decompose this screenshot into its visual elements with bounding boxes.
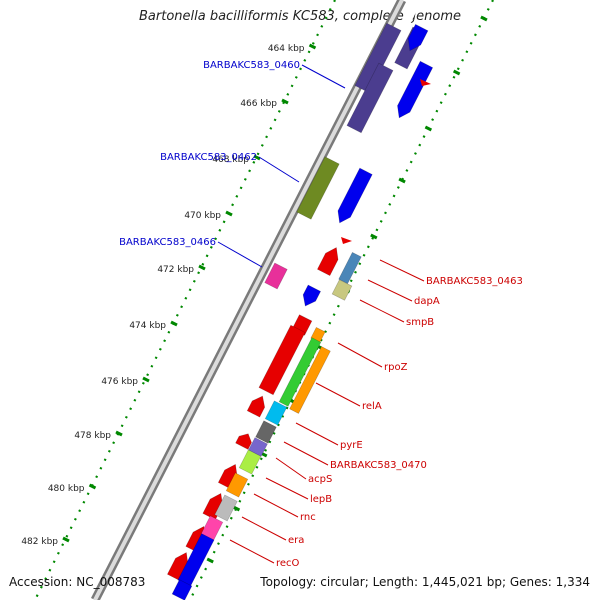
gene-label-right: BARBAKC583_0470 [330,460,427,471]
kbp-tick [115,430,123,437]
kbp-tick-label: 482 kbp [21,537,58,547]
gene-label-left: BARBAKC583_0460 [203,60,300,71]
kbp-tick-label: 476 kbp [101,377,138,387]
kbp-tick-label: 480 kbp [48,484,85,494]
genes-label: Genes: [509,575,552,589]
kbp-tick-outer [398,177,406,184]
kbp-tick-label: 466 kbp [240,99,277,109]
accession-value: NC_008783 [76,575,146,589]
gene-feature [331,279,353,301]
gene-feature [264,400,288,426]
kbp-tick-outer [206,557,214,564]
kbp-tick-label: 468 kbp [212,155,249,165]
gene-label-right: smpB [406,317,434,328]
kbp-tick-label: 464 kbp [268,44,305,54]
kbp-tick-outer [424,125,433,132]
topology-value: circular [320,575,365,589]
gene-feature [258,324,306,396]
accession: Accession: NC_008783 [9,575,145,589]
kbp-tick [170,320,178,327]
gene-feature [302,284,321,307]
gene-features [166,22,434,600]
gene-feature [248,437,268,457]
label-leader [217,241,263,268]
strand-marker [341,237,352,244]
gene-feature [214,494,238,522]
genome-summary: Topology: circular; Length: 1,445,021 bp… [260,575,590,589]
label-leaders [217,64,425,564]
gene-feature [246,395,266,418]
gene-label-right: rpoZ [384,362,408,373]
gene-feature [337,167,373,224]
label-leader [265,477,309,500]
gene-labels: BARBAKC583_0460 BARBAKC583_0462 BARBAKC583… [119,60,523,569]
topology-label: Topology: [260,575,317,589]
genes-value: 1,334 [555,575,590,589]
dotted-guide-line [189,0,494,600]
kbp-tick [308,43,317,50]
gene-label-left: BARBAKC583_0466 [119,237,216,248]
label-leader [229,539,275,564]
length-value: 1,445,021 bp [421,575,502,589]
label-leader [283,441,329,466]
gene-feature [171,579,193,600]
accession-label: Accession: [9,575,73,589]
label-leader [258,156,300,183]
gene-feature [264,262,288,290]
kbp-tick-label: 472 kbp [157,265,194,275]
strand-marker [420,79,431,86]
label-leader [241,516,287,541]
gene-feature [225,472,249,498]
kbp-tick-outer [452,69,461,76]
dotted-guide-line [34,0,336,600]
gene-feature [238,449,262,475]
gene-label-right: pyrE [340,440,363,451]
gene-feature [235,433,252,450]
gene-feature [278,337,322,407]
kbp-tick-outer [370,233,378,240]
label-leader [315,382,361,407]
gene-label-left: BARBAKC583_0462 [160,152,257,163]
kbp-tick [88,483,97,490]
gene-feature [316,247,339,277]
kbp-tick [225,210,233,217]
kbp-tick-outer [480,15,488,22]
gene-label-right: BARBAKC583_0463 [426,276,523,287]
gene-feature [296,156,340,220]
kbp-tick-label: 478 kbp [74,431,111,441]
kbp-tick [142,376,150,383]
label-leader [359,299,405,323]
kbp-tick [62,536,70,543]
gene-label-right: lepB [310,494,332,505]
kbp-tick [253,154,261,161]
label-leader [295,422,339,446]
label-leader [337,342,383,368]
gene-label-right: acpS [308,474,332,485]
gene-label-right: rnc [300,512,316,523]
gene-feature [346,62,394,134]
kbp-tick [281,98,289,105]
gene-feature [289,346,331,414]
gene-feature [255,420,277,444]
label-leader [275,457,307,480]
gene-feature [397,60,434,119]
gene-label-right: era [288,535,304,546]
label-leader [253,493,299,518]
label-leader [367,279,413,302]
label-leader [379,259,425,282]
kbp-tick-label: 470 kbp [184,211,221,221]
kbp-tick [198,264,206,271]
map-title: Bartonella bacilliformis KC583, complete… [139,9,461,24]
label-leader [301,64,346,89]
length-label: Length: [372,575,419,589]
gene-label-right: relA [362,401,382,412]
kbp-tick-outer [232,505,241,512]
gene-feature [338,251,362,285]
gene-feature [407,23,429,52]
gene-label-right: recO [276,558,300,569]
gene-label-right: dapA [414,296,440,307]
kbp-tick-label: 474 kbp [129,321,166,331]
